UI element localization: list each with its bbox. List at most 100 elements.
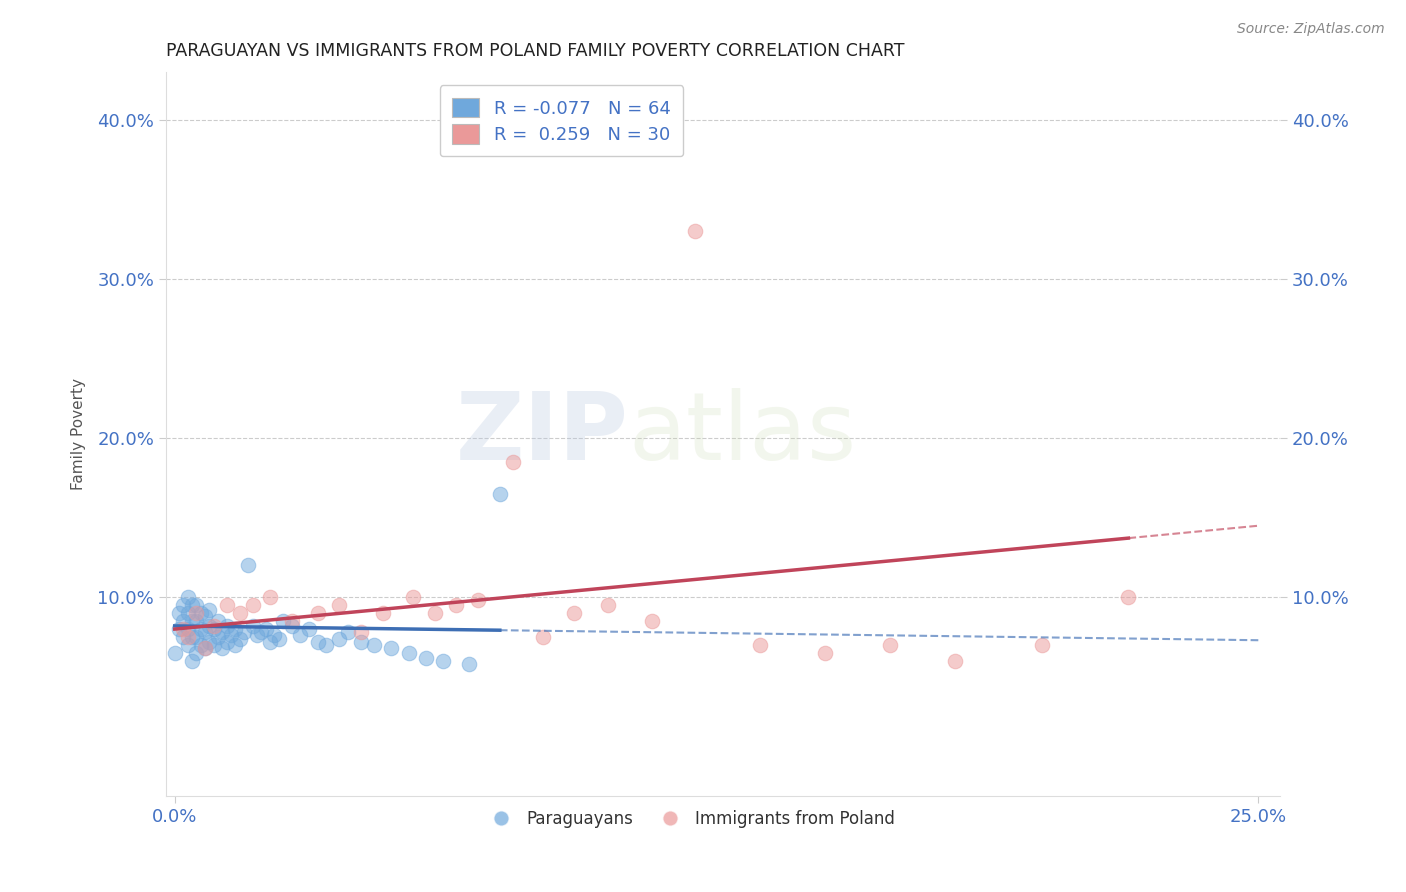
Point: [181, 630, 204, 644]
Point: [748, 638, 770, 652]
Point: [488, 487, 510, 501]
Point: [172, 622, 194, 636]
Point: [446, 599, 468, 613]
Text: Source: ZipAtlas.com: Source: ZipAtlas.com: [1237, 22, 1385, 37]
Point: [172, 630, 194, 644]
Point: [219, 628, 242, 642]
Point: [186, 606, 208, 620]
Text: PARAGUAYAN VS IMMIGRANTS FROM POLAND FAMILY POVERTY CORRELATION CHART: PARAGUAYAN VS IMMIGRANTS FROM POLAND FAM…: [166, 42, 904, 60]
Point: [215, 599, 238, 613]
Point: [943, 654, 966, 668]
Point: [233, 625, 256, 640]
Point: [202, 638, 225, 652]
Point: [337, 625, 360, 640]
Point: [423, 606, 446, 620]
Point: [458, 657, 481, 671]
Point: [281, 619, 304, 633]
Point: [259, 635, 281, 649]
Legend: Paraguayans, Immigrants from Poland: Paraguayans, Immigrants from Poland: [478, 804, 901, 835]
Point: [190, 638, 212, 652]
Point: [1118, 591, 1140, 605]
Y-axis label: Family Poverty: Family Poverty: [72, 378, 86, 491]
Point: [371, 606, 394, 620]
Point: [211, 641, 233, 656]
Point: [307, 635, 329, 649]
Point: [246, 628, 269, 642]
Point: [402, 591, 425, 605]
Point: [167, 622, 190, 636]
Point: [172, 599, 194, 613]
Point: [198, 603, 221, 617]
Point: [202, 622, 225, 636]
Point: [683, 224, 706, 238]
Point: [467, 593, 489, 607]
Point: [879, 638, 901, 652]
Point: [267, 632, 290, 646]
Point: [350, 635, 373, 649]
Point: [290, 628, 312, 642]
Point: [242, 619, 264, 633]
Point: [186, 614, 208, 628]
Point: [194, 641, 217, 656]
Point: [194, 641, 217, 656]
Point: [328, 632, 350, 646]
Point: [215, 619, 238, 633]
Point: [177, 622, 200, 636]
Point: [207, 630, 229, 644]
Point: [380, 641, 402, 656]
Point: [350, 625, 373, 640]
Point: [315, 638, 337, 652]
Point: [181, 614, 204, 628]
Point: [224, 638, 246, 652]
Text: ZIP: ZIP: [456, 388, 628, 480]
Point: [229, 632, 252, 646]
Point: [172, 614, 194, 628]
Point: [271, 614, 294, 628]
Point: [363, 638, 385, 652]
Point: [415, 650, 437, 665]
Point: [250, 625, 273, 640]
Point: [198, 635, 221, 649]
Point: [531, 630, 554, 644]
Point: [211, 625, 233, 640]
Text: atlas: atlas: [628, 388, 856, 480]
Point: [186, 646, 208, 660]
Point: [202, 619, 225, 633]
Point: [328, 599, 350, 613]
Point: [215, 635, 238, 649]
Point: [263, 628, 285, 642]
Point: [259, 591, 281, 605]
Point: [640, 614, 662, 628]
Point: [307, 606, 329, 620]
Point: [224, 622, 246, 636]
Point: [198, 619, 221, 633]
Point: [281, 614, 304, 628]
Point: [254, 622, 277, 636]
Point: [398, 646, 420, 660]
Point: [194, 609, 217, 624]
Point: [194, 625, 217, 640]
Point: [238, 558, 260, 573]
Point: [177, 606, 200, 620]
Point: [432, 654, 454, 668]
Point: [190, 606, 212, 620]
Point: [186, 599, 208, 613]
Point: [167, 606, 190, 620]
Point: [598, 599, 620, 613]
Point: [177, 638, 200, 652]
Point: [242, 599, 264, 613]
Point: [207, 614, 229, 628]
Point: [163, 646, 186, 660]
Point: [1031, 638, 1053, 652]
Point: [814, 646, 837, 660]
Point: [502, 455, 524, 469]
Point: [177, 630, 200, 644]
Point: [177, 591, 200, 605]
Point: [562, 606, 585, 620]
Point: [181, 599, 204, 613]
Point: [181, 654, 204, 668]
Point: [190, 622, 212, 636]
Point: [229, 606, 252, 620]
Point: [186, 630, 208, 644]
Point: [298, 622, 321, 636]
